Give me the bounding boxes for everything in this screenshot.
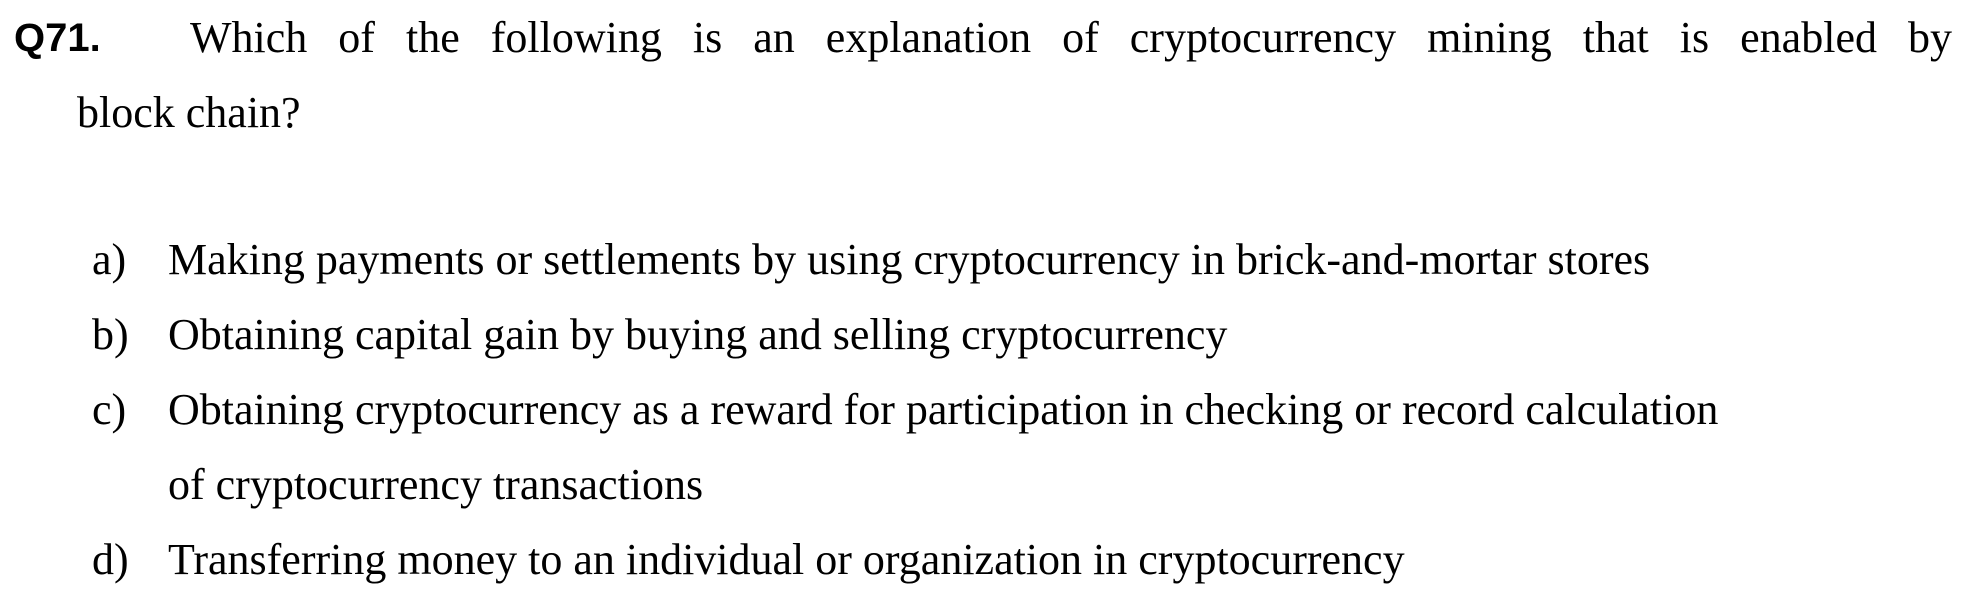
question-text-line-2: block chain? xyxy=(77,88,301,137)
option-c-letter: c) xyxy=(92,385,127,434)
question-number: Q71. xyxy=(14,16,101,60)
option-a-letter: a) xyxy=(92,235,127,284)
option-d-letter: d) xyxy=(92,535,129,584)
option-b-letter: b) xyxy=(92,310,129,359)
question-text-line-1: Which of the following is an explanation… xyxy=(190,13,1952,62)
option-c-text-line-2: of cryptocurrency transactions xyxy=(168,460,704,509)
option-b-text: Obtaining capital gain by buying and sel… xyxy=(168,310,1228,359)
option-d-text: Transferring money to an individual or o… xyxy=(168,535,1405,584)
option-a-text: Making payments or settlements by using … xyxy=(168,235,1651,284)
option-c-text-line-1: Obtaining cryptocurrency as a reward for… xyxy=(168,385,1719,434)
